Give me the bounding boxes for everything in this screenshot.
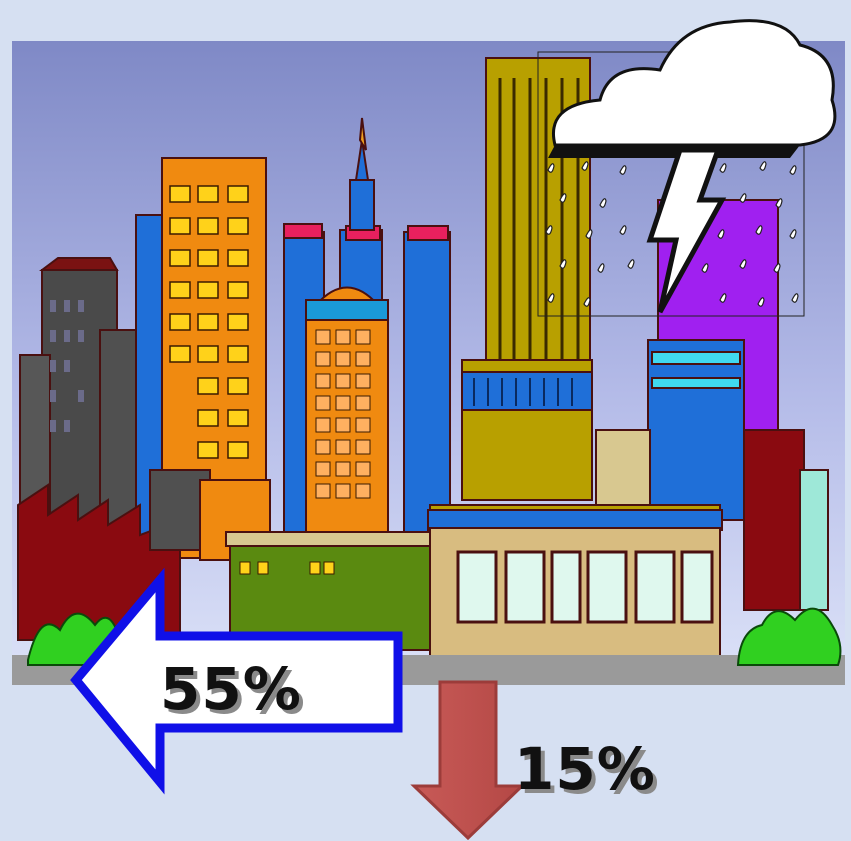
city-skyline-icon <box>12 57 845 685</box>
lightning-bolt-icon <box>646 147 727 314</box>
down-arrow-value-label: 15% <box>514 735 656 803</box>
arrow-down-icon <box>410 680 526 841</box>
bush-right <box>736 607 842 666</box>
storm-cloud-icon <box>537 19 837 317</box>
left-arrow-value-label: 55% <box>160 655 302 723</box>
arrow-left-icon <box>70 567 403 795</box>
